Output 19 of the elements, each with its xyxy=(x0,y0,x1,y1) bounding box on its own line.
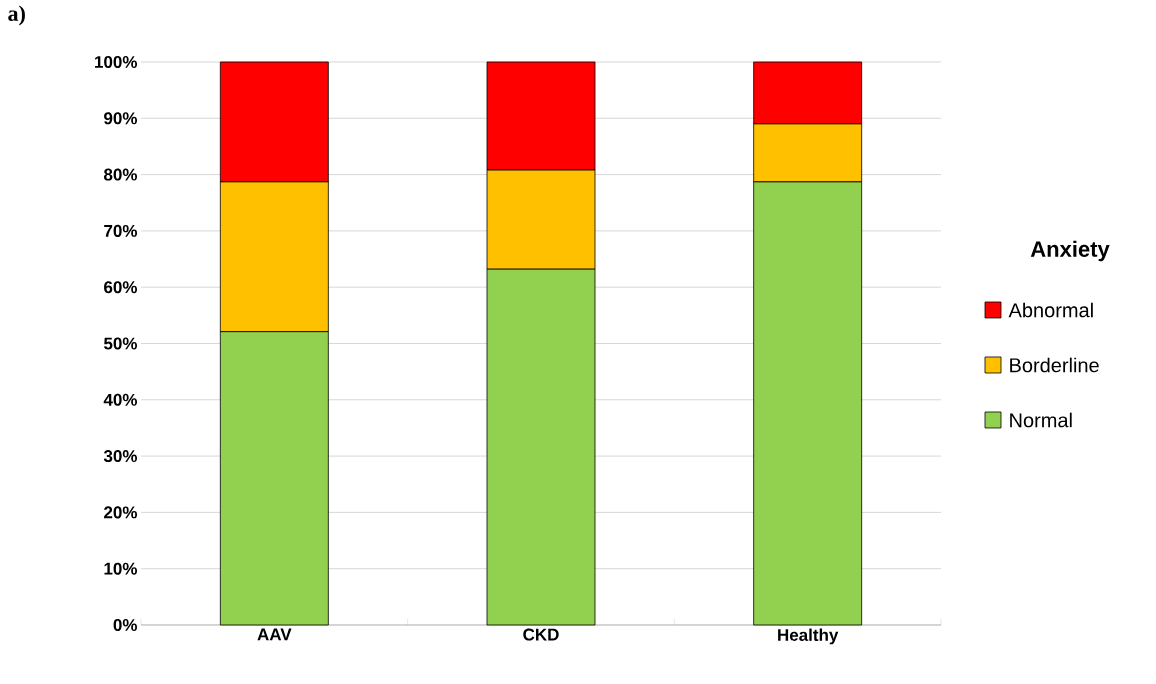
y-tick-label: 80% xyxy=(103,168,138,181)
legend-label: Normal xyxy=(1010,412,1072,428)
y-tick-label: 60% xyxy=(104,281,138,294)
y-tick-label: 70% xyxy=(104,224,138,237)
y-tick-label: 40% xyxy=(103,393,138,406)
y-tick-label: 0% xyxy=(113,618,138,632)
y-tick-label: 100% xyxy=(95,55,138,69)
y-tick-label: 30% xyxy=(103,450,138,463)
y-tick-label: 10% xyxy=(104,562,138,575)
x-tick-label: Healthy xyxy=(778,628,839,645)
legend-label: Borderline xyxy=(1010,357,1099,373)
x-tick-label: CKD xyxy=(523,628,559,641)
x-tick-label: AAV xyxy=(257,628,292,641)
legend-title: Anxiety xyxy=(1030,240,1110,262)
y-tick-label: 90% xyxy=(104,112,138,125)
legend-label: Abnormal xyxy=(1008,302,1093,318)
y-tick-label: 20% xyxy=(104,506,138,519)
y-tick-label: 50% xyxy=(103,337,138,350)
text: a) xyxy=(8,5,25,26)
